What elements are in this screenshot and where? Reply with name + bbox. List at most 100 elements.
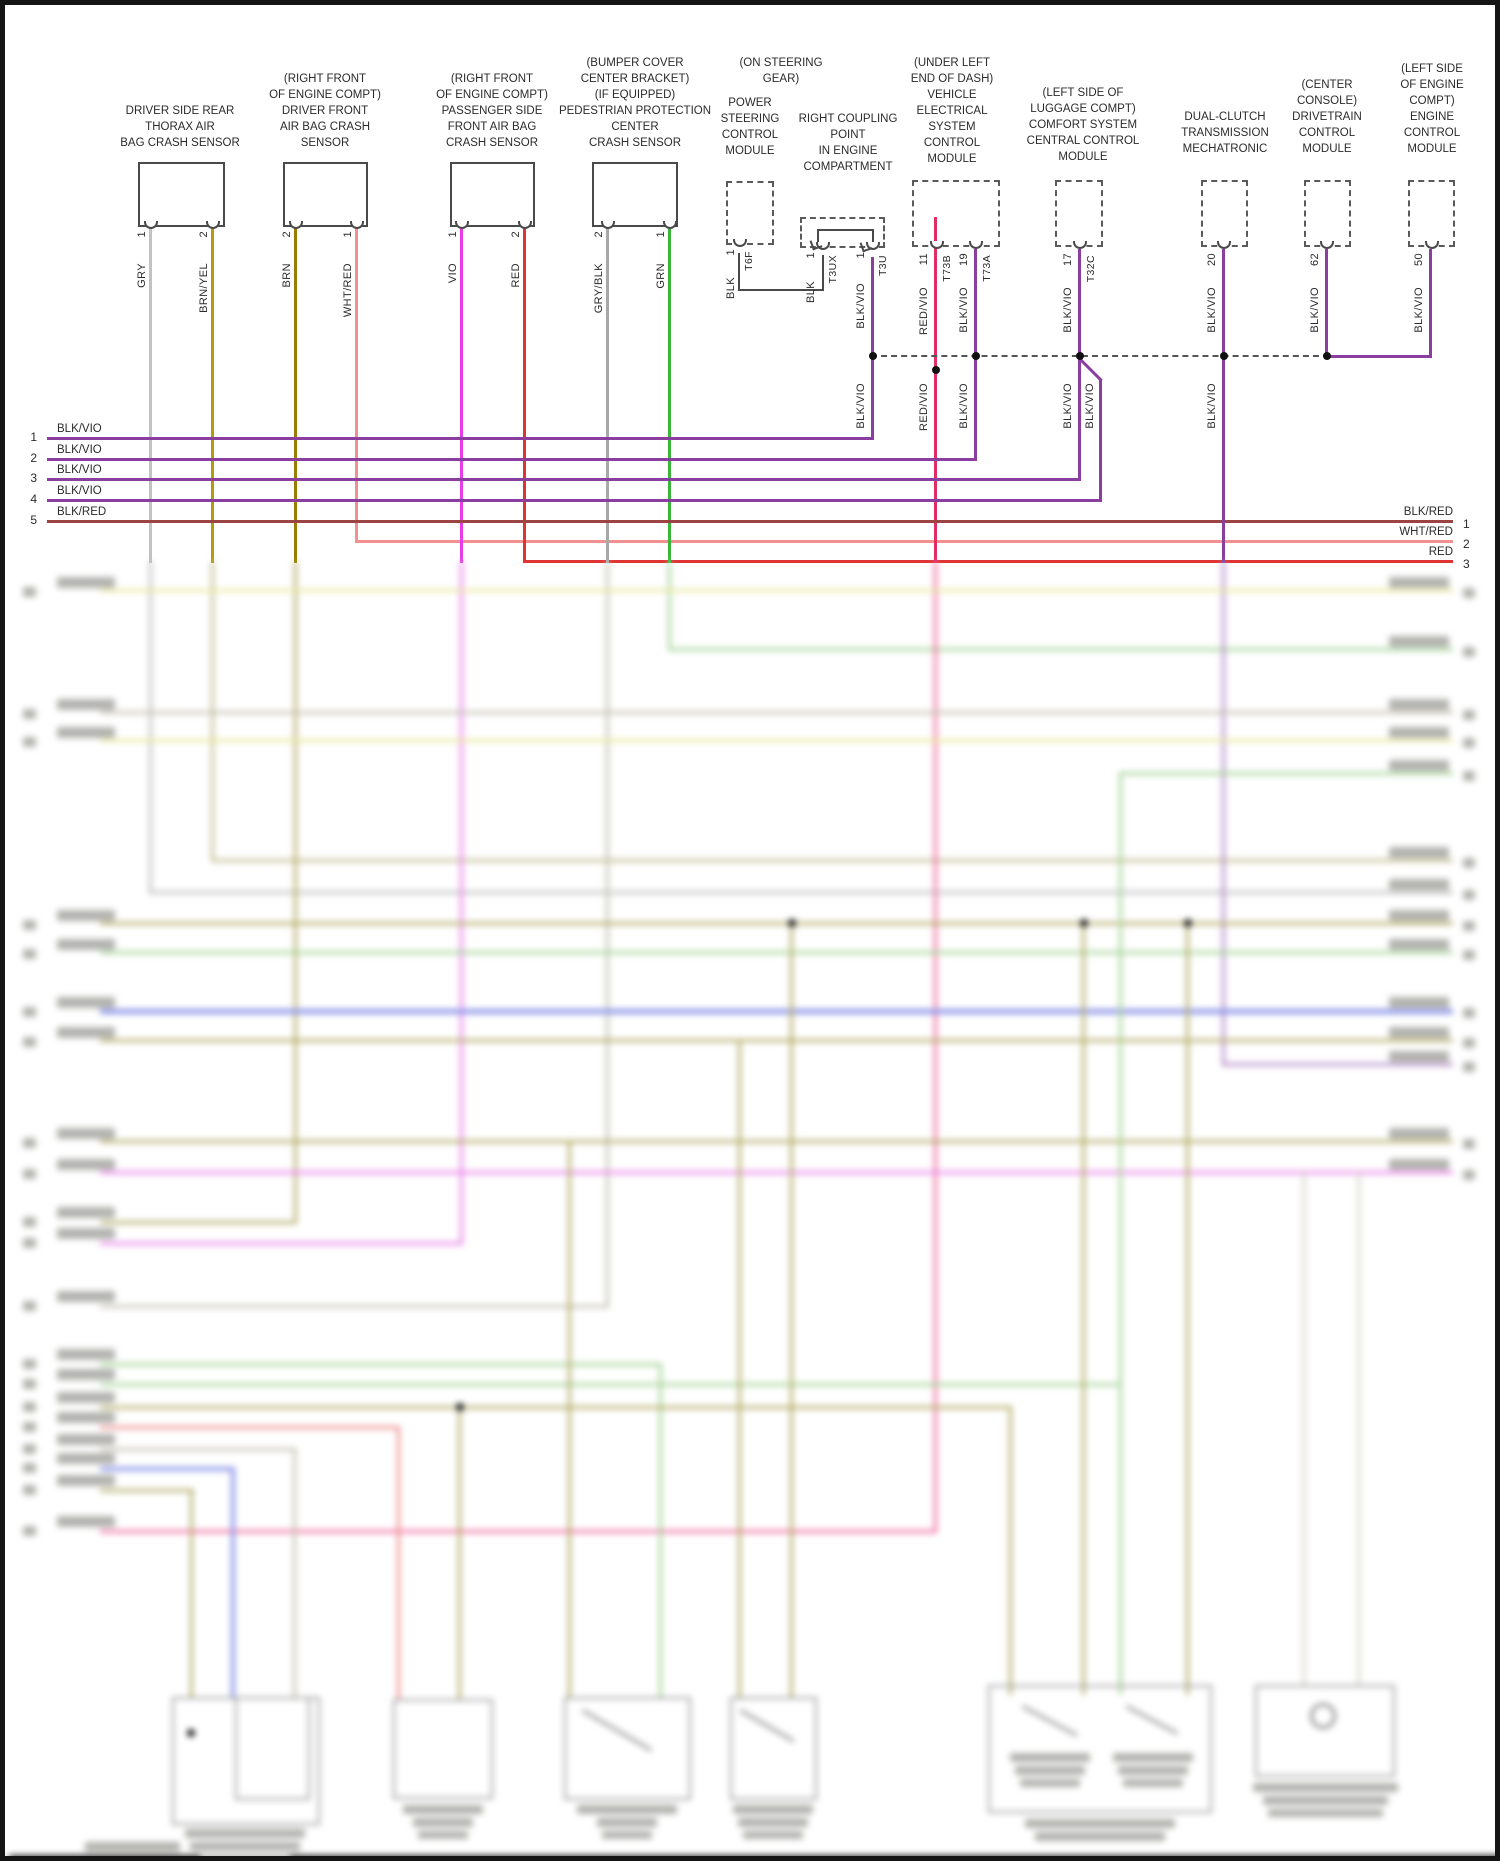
pin-connector-arc — [601, 221, 615, 229]
blurred-connector-box — [564, 1697, 691, 1800]
blurred-row-number — [23, 1301, 36, 1311]
blurred-row-number — [1463, 647, 1475, 657]
junction-dot — [1323, 352, 1331, 360]
pin-connector-arc — [144, 221, 158, 229]
blurred-row-number — [23, 1138, 36, 1148]
steering-gear-note-label: (ON STEERING — [739, 57, 823, 69]
wire-vio — [460, 227, 463, 563]
pin-connector-arc — [1073, 241, 1087, 249]
blurred-wire-segment — [100, 1448, 297, 1451]
blurred-wire-segment — [606, 561, 609, 1307]
passenger-side-front-airbag-sensor-label: CRASH SENSOR — [445, 137, 539, 149]
blurred-row-number — [23, 1422, 36, 1432]
row-wire-label-left: BLK/VIO — [57, 444, 102, 456]
blurred-wire-segment — [934, 561, 937, 1533]
pedestrian-protection-sensor-label: CENTER — [611, 121, 659, 133]
row-wire-label-right: RED — [1428, 546, 1453, 558]
row-number-left: 2 — [30, 451, 37, 465]
row4 — [47, 499, 1102, 502]
engine-control-module-label: (LEFT SIDE — [1401, 63, 1463, 75]
blurred-row-number — [23, 709, 36, 719]
blurred-text-blob — [200, 1855, 290, 1856]
blurred-row-number — [1463, 771, 1475, 781]
junction-dot — [456, 1403, 464, 1411]
blurred-row-label — [57, 727, 115, 738]
blurred-row-number — [23, 949, 36, 959]
blurred-row-label — [1389, 636, 1449, 647]
blurred-wire-segment — [100, 711, 1453, 714]
blurred-text-blob — [602, 1831, 652, 1839]
blurred-row-number — [23, 1359, 36, 1369]
blurred-wire-segment — [100, 1383, 1122, 1386]
blurred-row-label — [57, 1369, 115, 1380]
blurred-row-number — [1463, 858, 1475, 868]
blurred-row-label — [57, 910, 115, 921]
blurred-row-number — [1463, 588, 1475, 598]
blurred-text-blob — [413, 1818, 473, 1827]
junction-dot — [1220, 352, 1228, 360]
coupling-link — [817, 229, 874, 231]
blurred-row-label — [1389, 1027, 1449, 1038]
blurred-row-number — [23, 1444, 36, 1454]
blurred-text-blob — [1118, 1766, 1188, 1775]
driver-side-rear-thorax-sensor-label: DRIVER SIDE REAR — [125, 105, 235, 117]
pin-connector-arc — [206, 221, 220, 229]
coupling-link — [872, 231, 874, 245]
sharp-diagram-layer: DRIVER SIDE REAR THORAX AIR BAG CRASH SENS… — [5, 5, 1495, 1856]
blurred-row-label — [57, 1159, 115, 1170]
wire-whtred — [355, 227, 358, 542]
blurred-wire-segment — [460, 561, 463, 1245]
blurred-wire-segment — [568, 1140, 571, 1697]
blurred-wire-segment — [293, 1448, 296, 1697]
steering-gear-note-label: GEAR) — [762, 73, 800, 85]
wire-brnyel — [211, 227, 214, 563]
passenger-side-front-airbag-sensor-label: PASSENGER SIDE — [441, 105, 543, 117]
blurred-row-label — [57, 1291, 115, 1302]
blurred-text-blob — [1025, 1819, 1175, 1828]
blurred-text-blob — [1253, 1783, 1398, 1792]
blurred-row-label — [1389, 727, 1449, 738]
wire-gry — [149, 227, 152, 563]
blurred-row-label — [57, 1349, 115, 1360]
right-coupling-point-label: RIGHT COUPLING — [798, 113, 898, 125]
wire-red — [523, 227, 526, 563]
pin-connector-arc — [969, 241, 983, 249]
pin-connector-arc — [733, 239, 747, 247]
row3 — [47, 478, 1081, 481]
blurred-row-label — [57, 699, 115, 710]
blurred-wire-segment — [9, 1855, 1495, 1856]
sensor-box-1 — [138, 162, 225, 227]
blurred-wire-segment — [211, 859, 1453, 862]
engine-control-module-label: COMPT) — [1409, 95, 1455, 107]
blurred-row-number — [1463, 1139, 1475, 1149]
blurred-row-number — [23, 1238, 36, 1248]
blurred-row-number — [1463, 1038, 1475, 1048]
blurred-text-blob — [1268, 1809, 1383, 1817]
blurred-row-label — [57, 1412, 115, 1423]
blurred-wire-segment — [100, 1305, 609, 1308]
blurred-wire-segment — [100, 589, 1453, 592]
blurred-wire-segment — [231, 1467, 235, 1697]
blurred-wire-segment — [100, 922, 1453, 925]
blurred-connector-box — [988, 1685, 1212, 1813]
blurred-row-label — [1389, 760, 1449, 771]
row-wire-label-left: BLK/VIO — [57, 423, 102, 435]
blurred-row-number — [23, 1169, 36, 1179]
blurred-wire-segment — [1009, 1406, 1012, 1695]
blurred-row-label — [1389, 879, 1449, 890]
wire-blk — [738, 253, 740, 291]
wire-blkvio-mech — [1222, 249, 1225, 563]
blurred-row-number — [1463, 890, 1475, 900]
blurred-wire-segment — [1222, 561, 1225, 1065]
right-coupling-point-label: IN ENGINE — [818, 145, 878, 157]
junction-dot — [1080, 919, 1088, 927]
vesm-box — [912, 180, 1000, 247]
pin-connector-arc — [663, 221, 677, 229]
vehicle-electrical-system-control-module-label: SYSTEM — [928, 121, 976, 133]
right-coupling-point-label: COMPARTMENT — [803, 161, 893, 173]
sensor-box-4 — [592, 162, 678, 227]
blurred-row-label — [57, 997, 115, 1008]
blurred-text-blob — [190, 1842, 300, 1851]
blurred-text-blob — [1020, 1779, 1080, 1787]
blurred-component-symbol — [1310, 1703, 1336, 1729]
